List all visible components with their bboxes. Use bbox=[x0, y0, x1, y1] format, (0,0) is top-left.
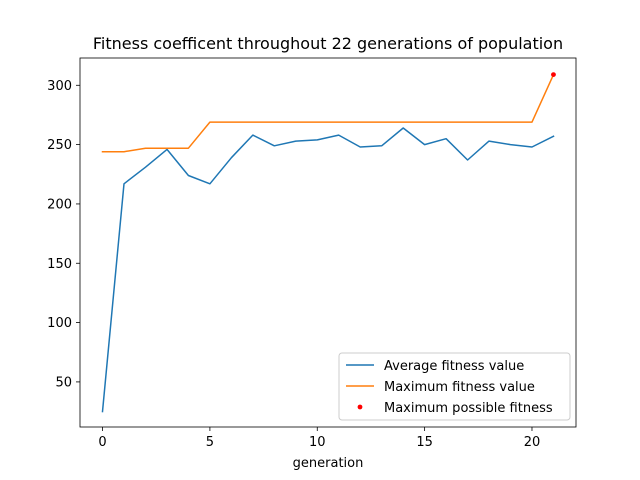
chart-title: Fitness coefficent throughout 22 generat… bbox=[93, 34, 563, 53]
axes: 0 5 10 15 20 50 100 150 200 250 300 bbox=[47, 57, 577, 450]
series-line-1 bbox=[101, 73, 555, 153]
legend-label: Maximum possible fitness bbox=[384, 401, 553, 416]
x-tick-label: 15 bbox=[416, 435, 433, 450]
legend-label: Maximum fitness value bbox=[384, 380, 535, 395]
y-tick-label: 200 bbox=[47, 197, 72, 212]
legend: Average fitness value Maximum fitness val… bbox=[338, 352, 571, 421]
y-tick-label: 250 bbox=[47, 138, 72, 153]
y-tick-label: 50 bbox=[55, 375, 72, 390]
plot-frame bbox=[79, 57, 577, 428]
series-line-0 bbox=[101, 127, 555, 413]
legend-label: Average fitness value bbox=[384, 359, 524, 374]
y-tick-label: 100 bbox=[47, 316, 72, 331]
x-tick-label: 20 bbox=[524, 435, 541, 450]
y-tick-label: 150 bbox=[47, 257, 72, 272]
legend-box bbox=[338, 352, 571, 421]
legend-swatch-point bbox=[357, 404, 363, 410]
x-tick-label: 5 bbox=[206, 435, 214, 450]
plot-area bbox=[101, 72, 556, 413]
series-point-2-0 bbox=[551, 72, 556, 78]
y-tick-label: 300 bbox=[47, 79, 72, 94]
x-tick-label: 10 bbox=[309, 435, 326, 450]
x-tick-label: 0 bbox=[98, 435, 106, 450]
x-axis-label: generation bbox=[293, 456, 364, 471]
